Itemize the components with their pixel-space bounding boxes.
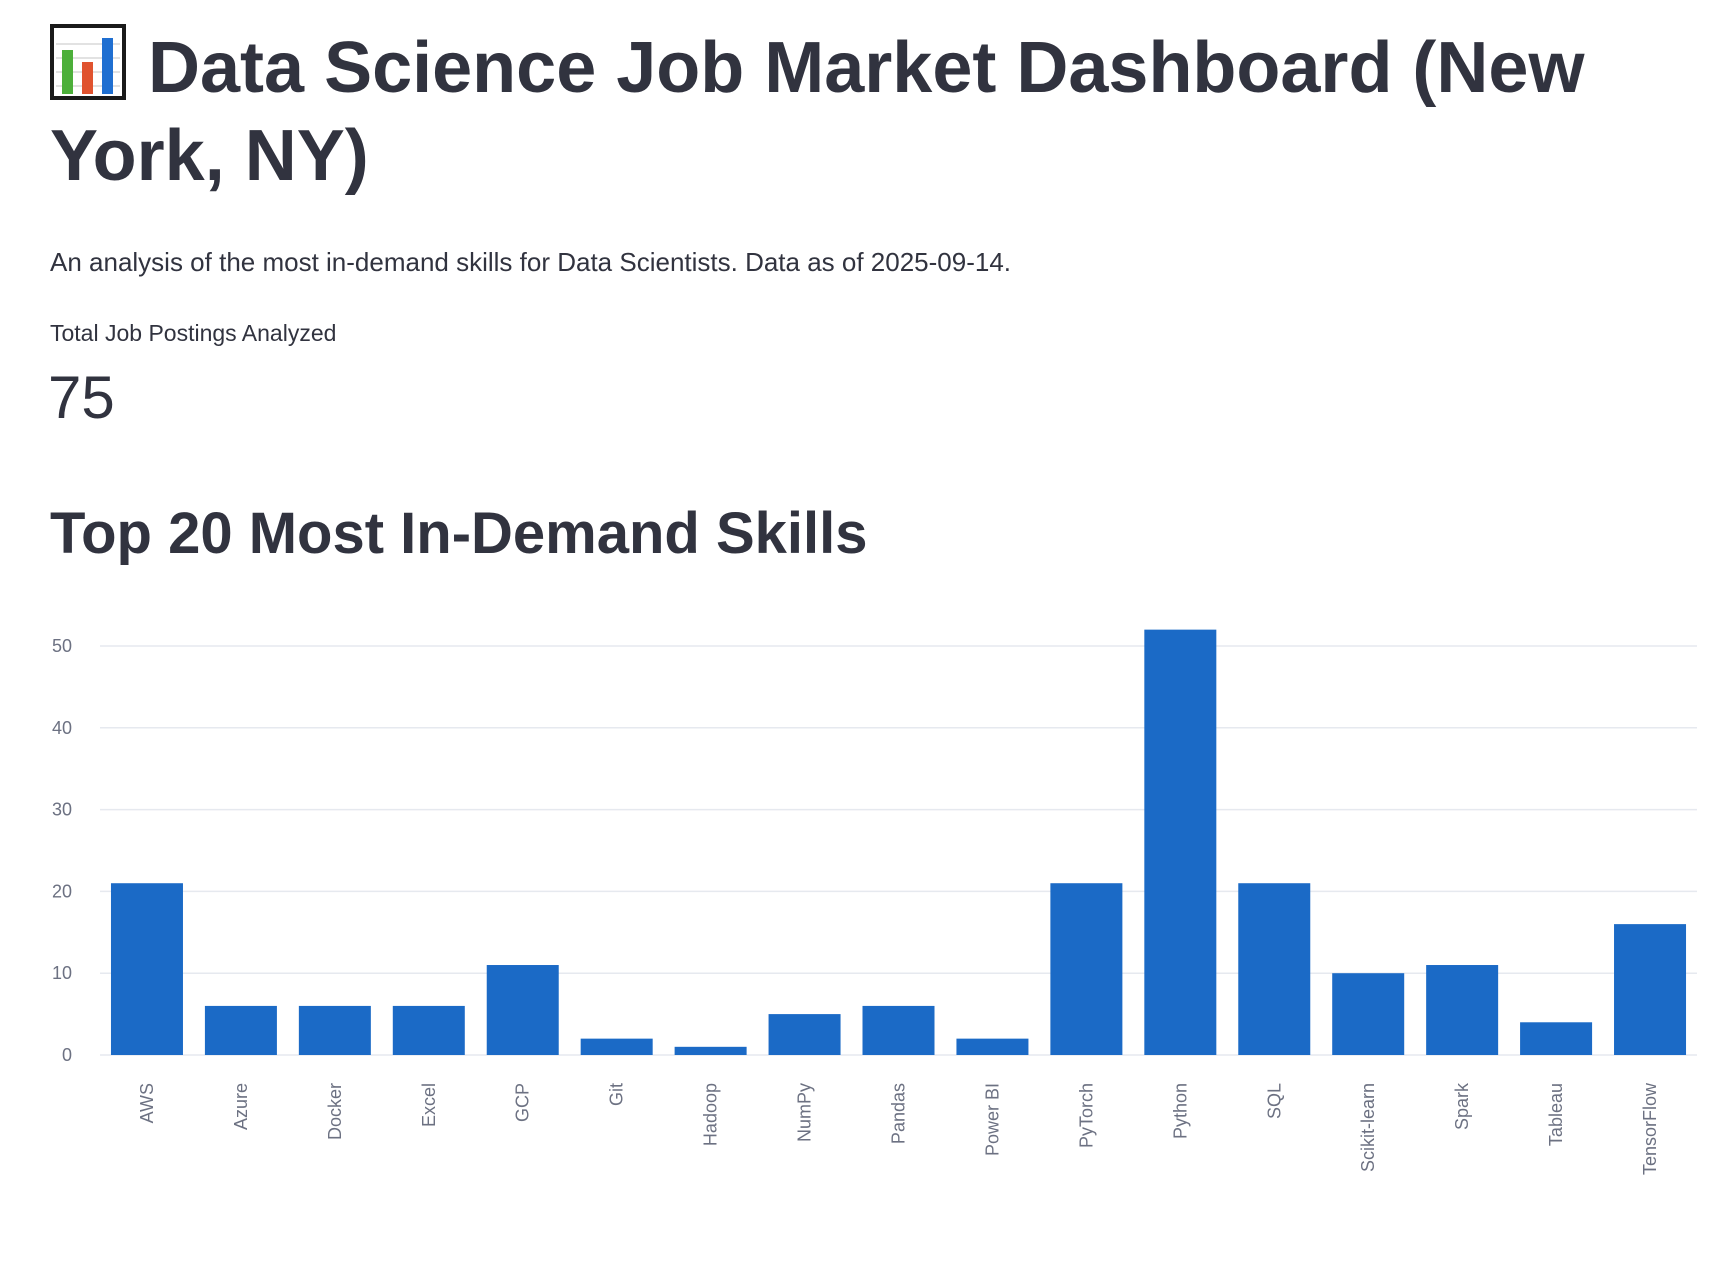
x-tick-label: Power BI <box>982 1083 1002 1156</box>
bar-git[interactable] <box>580 1038 653 1055</box>
bar-numpy[interactable] <box>768 1014 841 1055</box>
page-title: Data Science Job Market Dashboard (New Y… <box>50 24 1610 200</box>
x-tick-label: Tableau <box>1546 1083 1566 1146</box>
skills-bar-chart: 0 10 20 30 40 50 AWS Azure Docker Excel GCP Git Hado… <box>52 629 1697 1175</box>
bar-chart-icon <box>50 24 126 100</box>
bar-aws[interactable] <box>110 883 183 1055</box>
metric-label: Total Job Postings Analyzed <box>50 320 337 346</box>
x-tick-label: Python <box>1170 1083 1190 1139</box>
bar-scikit-learn[interactable] <box>1332 973 1405 1055</box>
y-tick-label: 10 <box>52 963 72 983</box>
x-tick-label: Spark <box>1452 1082 1472 1130</box>
x-tick-label: Pandas <box>889 1083 909 1144</box>
x-tick-label: Azure <box>231 1083 251 1130</box>
y-tick-label: 40 <box>52 718 72 738</box>
x-tick-label: GCP <box>513 1083 533 1122</box>
bar-tableau[interactable] <box>1520 1022 1593 1055</box>
bar-pandas[interactable] <box>862 1005 935 1055</box>
page-title-text: Data Science Job Market Dashboard (New Y… <box>50 28 1585 196</box>
y-tick-label: 30 <box>52 800 72 820</box>
x-tick-label: Docker <box>325 1083 345 1140</box>
bar-sql[interactable] <box>1238 883 1311 1055</box>
x-tick-label: AWS <box>137 1083 157 1123</box>
x-tick-label: Git <box>607 1083 627 1106</box>
y-tick-label: 0 <box>62 1045 72 1065</box>
bar-python[interactable] <box>1144 629 1217 1055</box>
bar-azure[interactable] <box>204 1005 277 1055</box>
y-tick-label: 20 <box>52 881 72 901</box>
x-tick-label: Hadoop <box>701 1083 721 1146</box>
y-tick-label: 50 <box>52 636 72 656</box>
x-tick-label: NumPy <box>795 1083 815 1142</box>
section-heading: Top 20 Most In-Demand Skills <box>50 501 868 566</box>
page-subtitle: An analysis of the most in-demand skills… <box>50 247 1012 277</box>
x-tick-label: Scikit-learn <box>1358 1083 1378 1172</box>
bar-power-bi[interactable] <box>956 1038 1029 1055</box>
x-tick-label: Excel <box>419 1083 439 1127</box>
bar-pytorch[interactable] <box>1050 883 1123 1055</box>
bar-spark[interactable] <box>1426 965 1499 1055</box>
bar-hadoop[interactable] <box>674 1046 747 1055</box>
metric-value: 75 <box>48 364 115 431</box>
bar-excel[interactable] <box>392 1005 465 1055</box>
x-tick-label: SQL <box>1264 1083 1284 1119</box>
bar-docker[interactable] <box>298 1005 371 1055</box>
x-tick-label: TensorFlow <box>1640 1082 1660 1175</box>
x-tick-label: PyTorch <box>1076 1083 1096 1148</box>
bar-gcp[interactable] <box>486 965 559 1055</box>
bar-tensorflow[interactable] <box>1614 924 1687 1055</box>
